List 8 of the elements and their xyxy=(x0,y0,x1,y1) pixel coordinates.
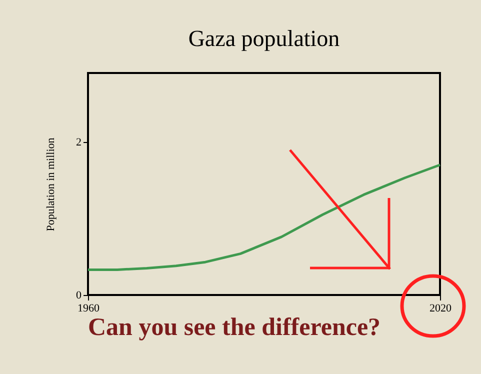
line-series xyxy=(86,164,442,271)
text: Can you see the difference? xyxy=(88,314,381,342)
y-tick-label: 0 xyxy=(76,290,82,302)
x-tick-label: 2020 xyxy=(430,302,452,314)
y-tick-label: 2 xyxy=(76,136,82,148)
y-axis-title: Population in million xyxy=(45,137,57,232)
x-tick-label: 1960 xyxy=(78,302,100,314)
chart-title: Gaza population xyxy=(188,26,340,51)
